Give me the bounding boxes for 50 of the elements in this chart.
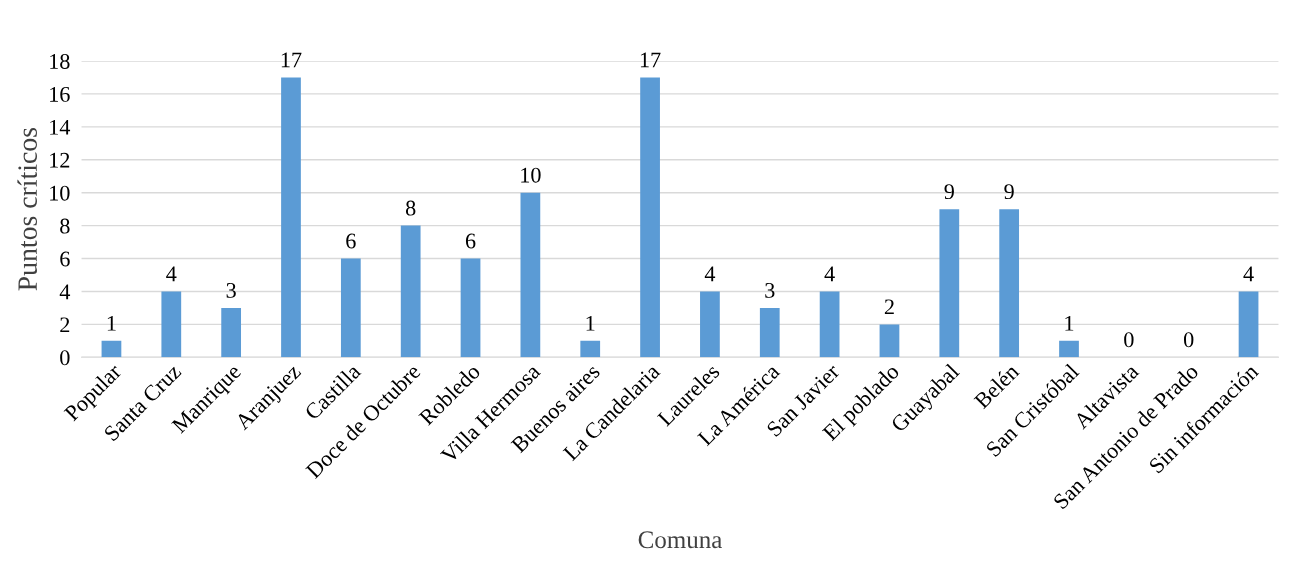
data-label: 8 — [405, 200, 416, 216]
data-label: 0 — [1183, 332, 1194, 348]
bar — [939, 209, 960, 358]
bar — [281, 77, 301, 358]
data-label: 4 — [1243, 266, 1254, 282]
data-label: 10 — [521, 167, 541, 183]
y-tick-label: 10 — [50, 185, 70, 201]
bar — [879, 324, 900, 358]
bar — [101, 340, 122, 358]
data-label: 17 — [640, 52, 661, 68]
bar — [580, 340, 601, 358]
data-label: 3 — [765, 282, 775, 298]
x-axis-title: Comuna — [638, 531, 723, 549]
data-label: 3 — [226, 282, 236, 298]
data-label: 4 — [704, 266, 716, 282]
bar — [700, 291, 720, 358]
bar — [1238, 291, 1259, 358]
data-label: 1 — [107, 315, 116, 331]
bar — [340, 258, 361, 358]
y-tick-label: 8 — [60, 218, 70, 234]
data-label: 17 — [281, 52, 302, 68]
y-tick-label: 14 — [50, 119, 71, 135]
data-label: 9 — [944, 184, 954, 200]
bar — [819, 291, 840, 358]
bar — [221, 307, 242, 358]
data-label: 9 — [1004, 184, 1014, 200]
y-tick-label: 12 — [50, 152, 70, 168]
bar — [460, 258, 481, 358]
data-label: 1 — [1065, 315, 1074, 331]
y-tick-label: 2 — [60, 317, 70, 333]
y-tick-label: 6 — [60, 251, 70, 267]
bar — [999, 209, 1020, 358]
bar — [400, 225, 421, 358]
bar — [1059, 340, 1079, 358]
data-label: 4 — [166, 266, 177, 282]
bar — [161, 291, 182, 358]
bar — [520, 192, 541, 358]
y-tick-label: 18 — [50, 53, 70, 69]
bar — [759, 307, 780, 358]
y-tick-label: 16 — [50, 86, 70, 102]
data-label: 2 — [884, 299, 894, 315]
data-label: 4 — [824, 266, 835, 282]
y-tick-label: 0 — [60, 350, 70, 366]
data-label: 0 — [1124, 332, 1134, 348]
data-label: 6 — [346, 233, 356, 249]
data-label: 1 — [586, 315, 595, 331]
y-axis-title: Puntos críticos — [17, 127, 37, 291]
y-tick-label: 4 — [59, 284, 71, 300]
bar — [640, 77, 660, 358]
data-label: 6 — [465, 233, 476, 249]
